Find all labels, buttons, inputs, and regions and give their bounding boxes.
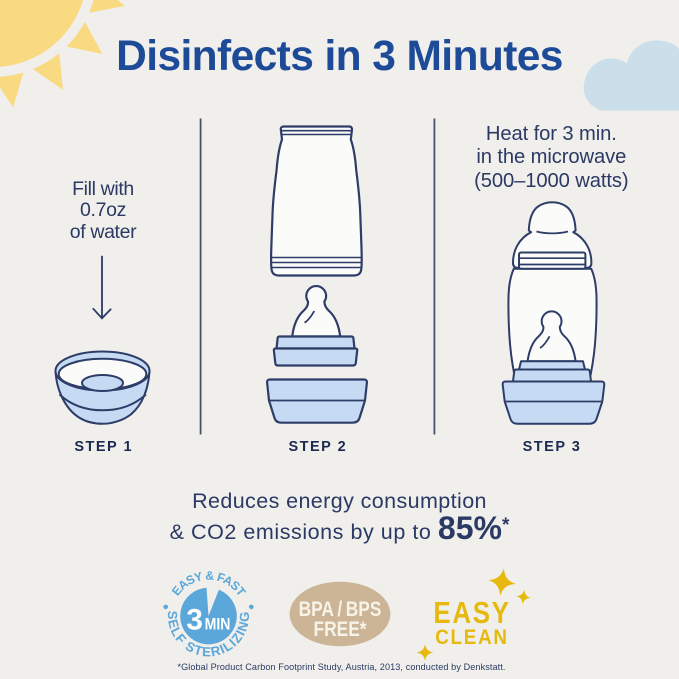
svg-text:MIN: MIN	[205, 616, 231, 634]
svg-text:EASY & FAST: EASY & FAST	[169, 569, 249, 600]
svg-text:3: 3	[186, 604, 203, 637]
